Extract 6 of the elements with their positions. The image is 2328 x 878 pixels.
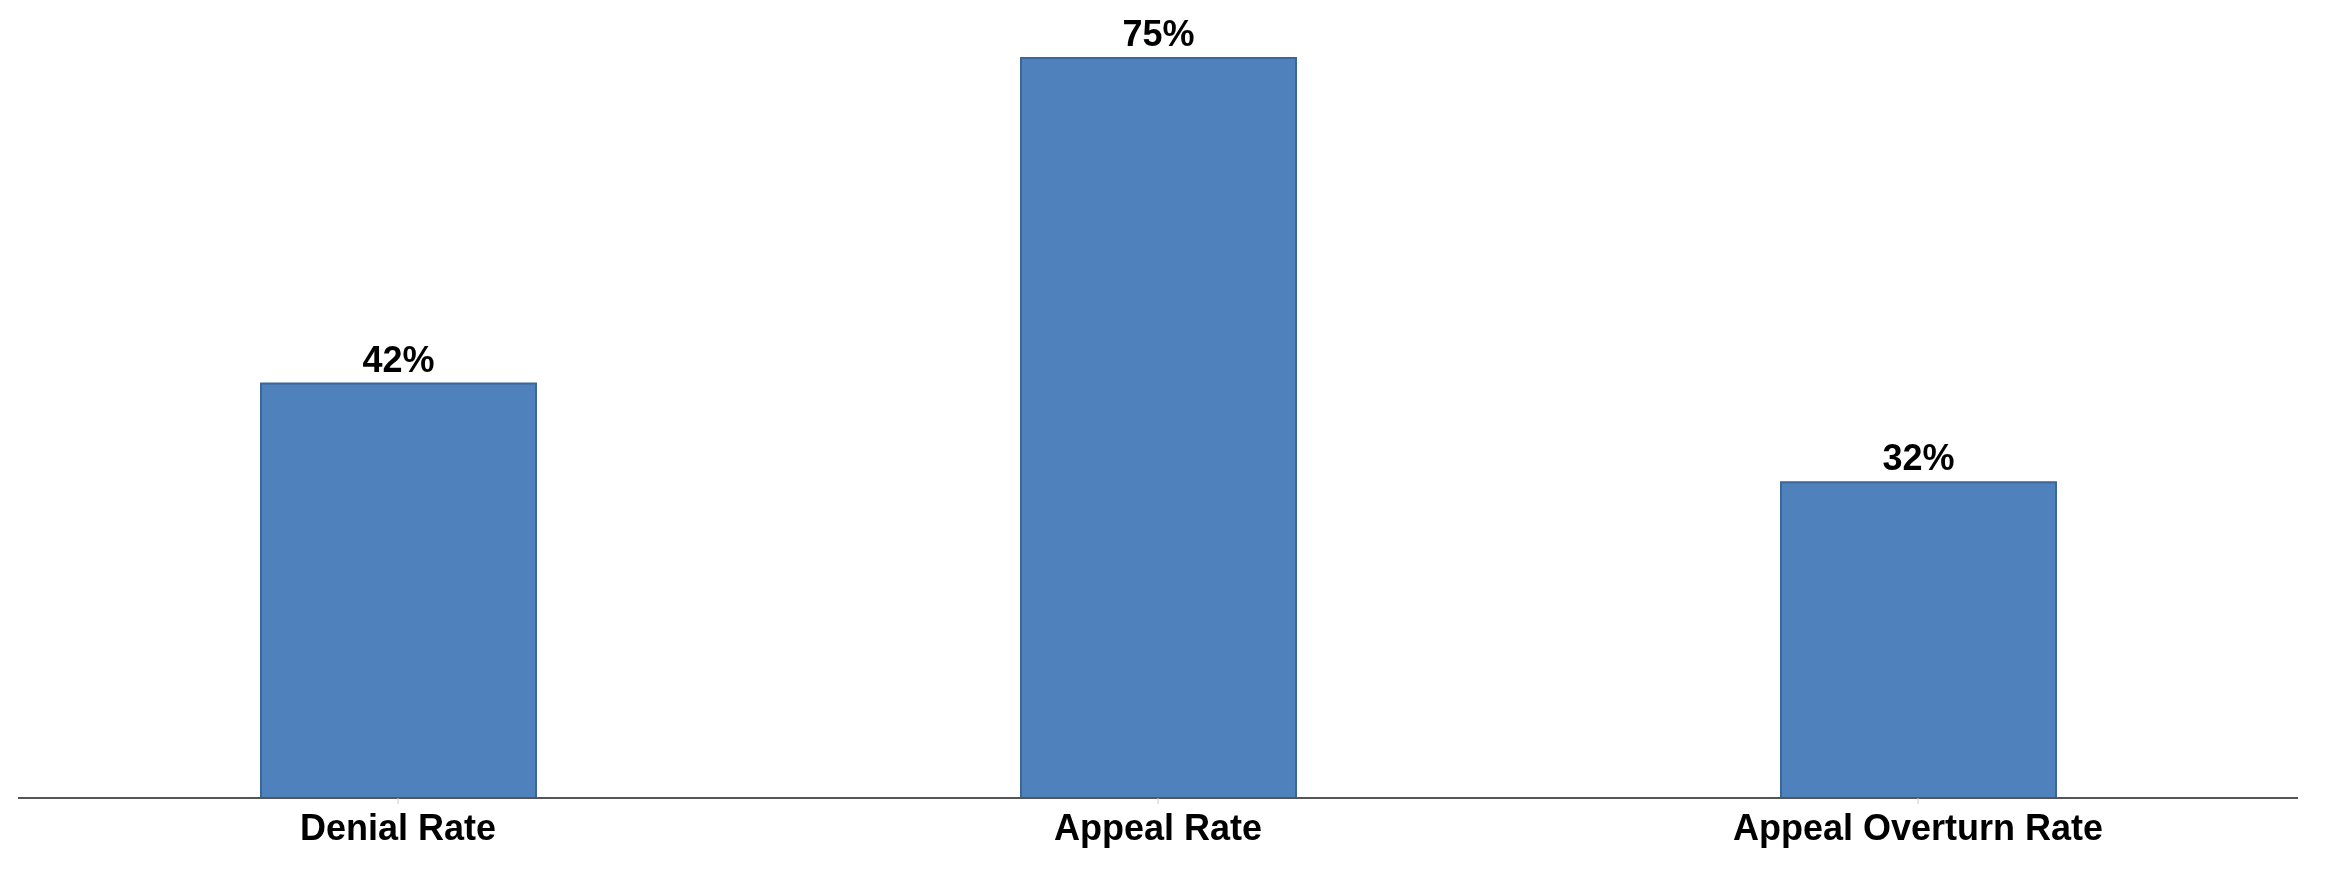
data-label: 75% (1122, 13, 1195, 54)
data-label: 32% (1882, 437, 1955, 479)
x-tick-label: Appeal Rate (1053, 806, 1263, 848)
x-tick-label: Appeal Overturn Rate (1732, 806, 2104, 848)
data-label: 42% (362, 338, 435, 380)
x-tick-label: Denial Rate (299, 806, 497, 848)
